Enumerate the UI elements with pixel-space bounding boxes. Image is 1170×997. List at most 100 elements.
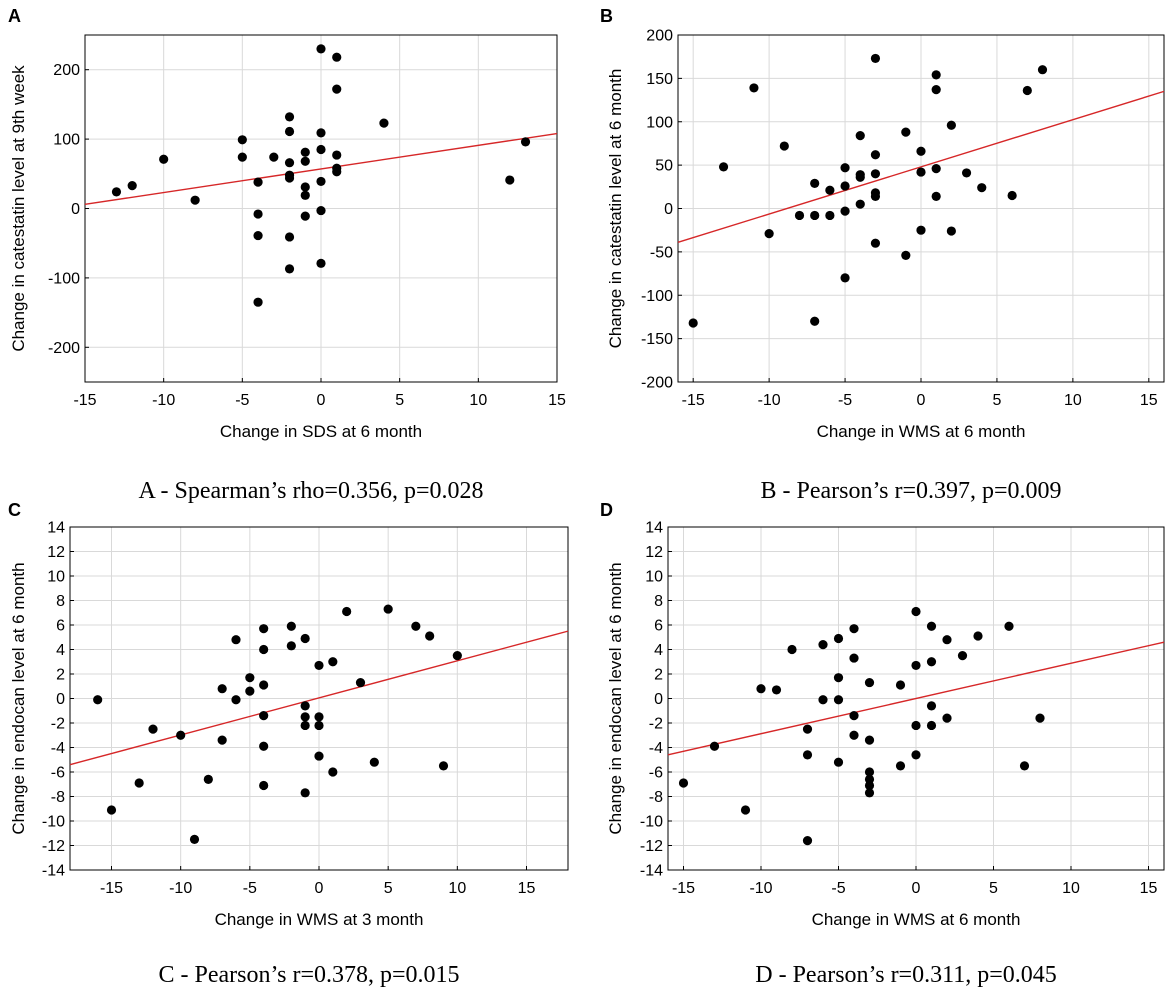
y-tick-label: 0: [654, 691, 663, 708]
data-point: [942, 713, 952, 723]
data-point: [870, 169, 881, 179]
data-point: [438, 761, 449, 771]
data-point: [316, 258, 326, 268]
data-point: [779, 141, 789, 151]
y-tick-label: 10: [645, 569, 663, 586]
data-point: [316, 44, 326, 54]
data-point: [284, 173, 295, 183]
data-point: [870, 238, 881, 248]
data-point: [961, 168, 972, 178]
data-point: [802, 836, 813, 846]
data-point: [300, 211, 310, 221]
data-point: [328, 657, 338, 667]
data-point: [864, 767, 875, 777]
y-axis-label: Change in endocan level at 6 month: [606, 562, 625, 834]
data-point: [259, 711, 269, 721]
data-point: [688, 318, 698, 328]
data-point: [316, 176, 326, 187]
data-point: [718, 162, 729, 172]
x-axis-label: Change in WMS at 3 month: [215, 910, 424, 929]
data-point: [253, 297, 263, 307]
data-point: [300, 147, 310, 157]
x-tick-label: 15: [1140, 392, 1158, 409]
data-point: [864, 780, 875, 791]
panel-letter: C: [8, 500, 21, 520]
data-point: [833, 633, 844, 644]
data-point: [316, 128, 326, 138]
x-tick-label: -5: [235, 392, 249, 409]
y-tick-label: 2: [654, 667, 663, 684]
y-tick-label: -2: [51, 716, 65, 733]
data-point: [316, 205, 326, 216]
x-tick-label: -10: [169, 880, 192, 897]
data-point: [1022, 85, 1032, 96]
data-point: [802, 724, 813, 734]
data-point: [840, 273, 850, 283]
panel-caption: C - Pearson’s r=0.378, p=0.015: [158, 962, 459, 988]
y-tick-label: 150: [646, 71, 673, 88]
data-point: [300, 182, 310, 192]
data-point: [942, 635, 952, 645]
x-tick-label: 5: [395, 392, 404, 409]
data-point: [849, 624, 859, 634]
data-point: [452, 651, 462, 661]
data-point: [379, 118, 389, 128]
data-point: [818, 695, 828, 705]
data-point: [911, 720, 921, 731]
data-point: [825, 210, 835, 221]
data-point: [957, 651, 968, 661]
data-point: [425, 631, 435, 641]
data-point: [855, 199, 865, 209]
data-point: [314, 712, 324, 722]
panel-letter: D: [600, 500, 613, 520]
x-tick-label: -10: [758, 392, 781, 409]
data-point: [300, 712, 310, 722]
data-points: [111, 44, 531, 307]
data-point: [259, 741, 269, 751]
axis-ticks: -15 -10 -5 0 5 10 15-200-150-100-5005010015020…: [641, 28, 1158, 410]
data-point: [217, 684, 227, 694]
data-point: [764, 229, 774, 239]
x-tick-label: 10: [1064, 392, 1082, 409]
x-tick-label: 0: [315, 880, 324, 897]
data-point: [259, 644, 269, 655]
y-tick-label: -10: [640, 814, 663, 831]
data-point: [931, 70, 941, 80]
data-point: [245, 673, 255, 683]
data-point: [286, 621, 296, 631]
data-point: [911, 750, 921, 760]
y-tick-label: 200: [646, 28, 673, 45]
data-point: [911, 606, 921, 617]
data-point: [870, 150, 881, 160]
y-tick-label: 4: [56, 642, 65, 659]
data-point: [1007, 190, 1017, 201]
x-tick-label: -5: [838, 392, 852, 409]
data-point: [864, 788, 875, 798]
data-point: [332, 167, 342, 177]
data-point: [771, 685, 782, 695]
panel-a: A -15 -10 -5 0 5 10 15 -200 -100 0 100 200 Change i…: [8, 6, 566, 504]
data-point: [259, 780, 269, 791]
y-tick-label: -150: [641, 331, 673, 348]
data-point: [332, 52, 342, 62]
y-tick-label: -6: [649, 765, 663, 782]
x-tick-label: 5: [992, 392, 1001, 409]
y-tick-label: -14: [640, 863, 663, 880]
x-tick-label: 0: [917, 392, 926, 409]
data-point: [946, 226, 956, 236]
y-tick-label: 6: [56, 618, 65, 635]
y-tick-label: 0: [71, 201, 80, 218]
x-tick-label: 15: [548, 392, 566, 409]
y-tick-label: 0: [664, 201, 673, 218]
data-point: [849, 730, 859, 740]
data-point: [870, 191, 881, 201]
x-tick-label: -15: [682, 392, 705, 409]
y-tick-label: 10: [47, 569, 65, 586]
x-tick-label: 10: [469, 392, 487, 409]
data-point: [1037, 65, 1048, 75]
data-point: [678, 778, 689, 788]
data-point: [849, 653, 859, 663]
data-point: [916, 225, 926, 235]
data-point: [203, 774, 213, 784]
axis-ticks: -15 -10 -5 0 5 10 15 -200 -100 0 100 200: [48, 62, 566, 409]
